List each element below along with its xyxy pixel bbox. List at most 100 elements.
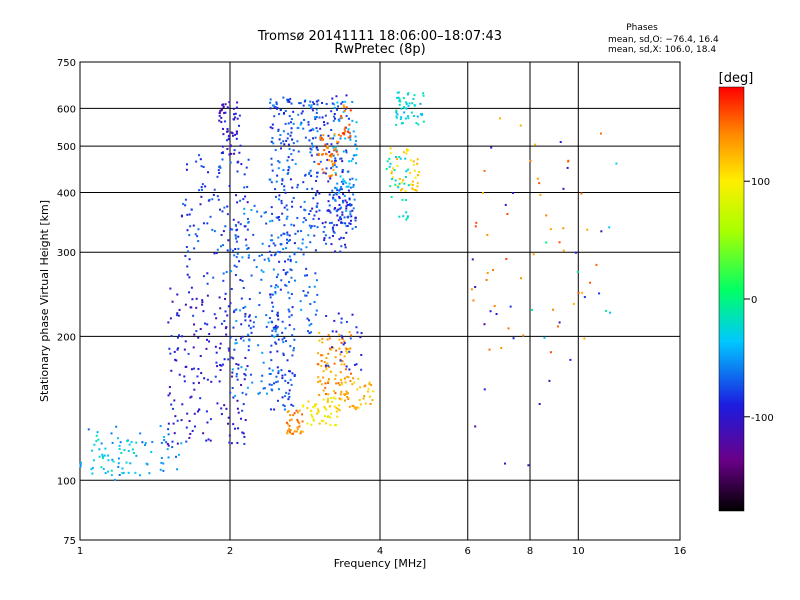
scatter-point — [227, 347, 230, 350]
scatter-point — [299, 102, 302, 105]
scatter-point — [557, 325, 560, 328]
scatter-point — [333, 208, 336, 211]
scatter-point — [349, 186, 352, 189]
scatter-point — [352, 377, 355, 380]
scatter-point — [338, 384, 341, 387]
scatter-point — [314, 272, 317, 275]
scatter-point — [342, 178, 345, 181]
scatter-point — [220, 413, 223, 416]
scatter-point — [403, 111, 406, 114]
scatter-point — [296, 426, 299, 429]
scatter-point — [545, 214, 548, 217]
scatter-point — [281, 331, 284, 334]
scatter-point — [296, 418, 299, 421]
scatter-point — [315, 146, 318, 149]
scatter-point — [206, 222, 209, 225]
scatter-point — [299, 300, 302, 303]
scatter-point — [220, 151, 223, 154]
scatter-point — [199, 397, 202, 400]
scatter-point — [419, 102, 422, 105]
scatter-point — [392, 167, 395, 170]
scatter-point — [336, 140, 339, 143]
scatter-point — [329, 211, 332, 214]
scatter-point — [310, 154, 313, 157]
scatter-point — [286, 159, 289, 162]
scatter-point — [225, 333, 228, 336]
scatter-point — [328, 366, 331, 369]
scatter-point — [369, 403, 372, 406]
scatter-point — [397, 96, 400, 99]
scatter-point — [282, 130, 285, 133]
scatter-point — [234, 427, 237, 430]
scatter-point — [325, 368, 328, 371]
scatter-point — [230, 442, 233, 445]
scatter-point — [150, 451, 153, 454]
scatter-point — [495, 313, 498, 316]
scatter-point — [288, 419, 291, 422]
scatter-point — [110, 432, 113, 435]
scatter-point — [346, 392, 349, 395]
scatter-point — [347, 128, 350, 131]
scatter-point — [201, 303, 204, 306]
y-tick-label: 75 — [63, 536, 76, 547]
scatter-point — [403, 106, 406, 109]
scatter-point — [327, 352, 330, 355]
scatter-point — [335, 406, 338, 409]
scatter-point — [292, 414, 295, 417]
scatter-point — [327, 333, 330, 336]
scatter-point — [180, 442, 183, 445]
scatter-point — [416, 162, 419, 165]
scatter-point — [311, 109, 314, 112]
scatter-point — [240, 383, 243, 386]
scatter-point — [390, 172, 393, 175]
scatter-point — [335, 165, 338, 168]
x-tick-label: 16 — [674, 546, 687, 557]
scatter-point — [290, 293, 293, 296]
scatter-point — [315, 116, 318, 119]
scatter-point — [223, 206, 226, 209]
scatter-point — [331, 228, 334, 231]
scatter-point — [344, 222, 347, 225]
scatter-point — [176, 419, 179, 422]
scatter-point — [294, 232, 297, 235]
scatter-point — [234, 338, 237, 341]
scatter-point — [532, 253, 535, 256]
scatter-point — [323, 415, 326, 418]
scatter-point — [229, 336, 232, 339]
scatter-point — [605, 309, 608, 312]
scatter-point — [267, 321, 270, 324]
scatter-point — [419, 113, 422, 116]
scatter-point — [395, 123, 398, 126]
scatter-point — [308, 285, 311, 288]
scatter-point — [168, 392, 171, 395]
scatter-point — [269, 296, 272, 299]
scatter-point — [398, 103, 401, 106]
scatter-point — [321, 153, 324, 156]
scatter-point — [186, 273, 189, 276]
scatter-point — [277, 338, 280, 341]
scatter-point — [308, 139, 311, 142]
scatter-point — [181, 403, 184, 406]
scatter-point — [352, 185, 355, 188]
scatter-point — [176, 442, 179, 445]
scatter-point — [388, 165, 391, 168]
scatter-point — [324, 382, 327, 385]
scatter-point — [505, 257, 508, 260]
scatter-point — [271, 293, 274, 296]
scatter-point — [321, 101, 324, 104]
x-axis-label: Frequency [MHz] — [334, 557, 426, 570]
scatter-point — [241, 431, 244, 434]
scatter-point — [483, 388, 486, 391]
scatter-point — [408, 102, 411, 105]
scatter-point — [173, 350, 176, 353]
scatter-point — [292, 142, 295, 145]
scatter-point — [206, 378, 209, 381]
scatter-point — [232, 326, 235, 329]
scatter-point — [227, 305, 230, 308]
scatter-point — [321, 222, 324, 225]
scatter-point — [342, 237, 345, 240]
scatter-point — [134, 471, 137, 474]
scatter-point — [351, 383, 354, 386]
scatter-point — [260, 215, 263, 218]
scatter-point — [474, 285, 477, 288]
